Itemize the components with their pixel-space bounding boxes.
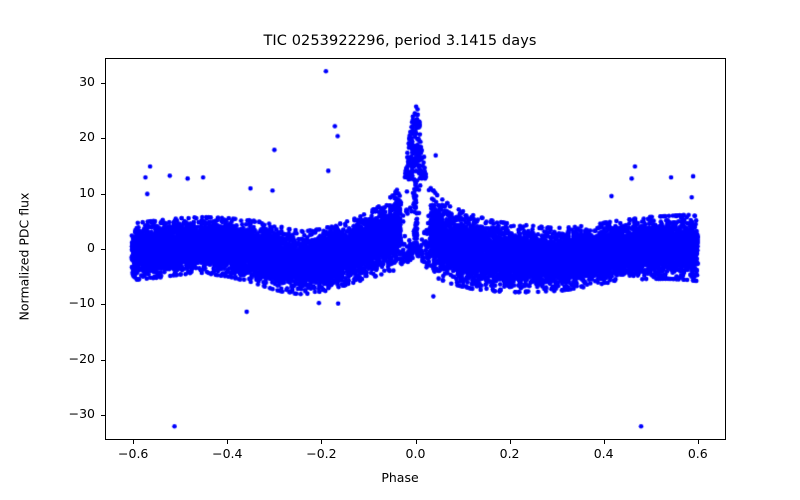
y-tick-mark [101, 193, 105, 195]
x-tick-mark [603, 440, 605, 444]
y-tick-mark [101, 82, 105, 84]
y-tick-label: 30 [79, 73, 95, 89]
y-tick-label: −20 [68, 350, 95, 366]
y-tick-mark [101, 138, 105, 140]
y-tick-label: 20 [79, 129, 95, 145]
x-tick-mark [697, 440, 699, 444]
plot-axes-area [105, 58, 726, 440]
x-tick-mark [133, 440, 135, 444]
y-tick-label: 10 [79, 184, 95, 200]
x-tick-mark [509, 440, 511, 444]
y-tick-label: −10 [68, 295, 95, 311]
y-tick-mark [101, 304, 105, 306]
y-tick-label: 0 [87, 240, 95, 255]
y-tick-mark [101, 249, 105, 250]
y-tick-label: −30 [68, 406, 95, 422]
x-tick-label: 0.2 [499, 446, 520, 461]
x-tick-label: −0.4 [212, 446, 243, 461]
scatter-plot-canvas [106, 59, 725, 439]
x-tick-mark [227, 440, 229, 444]
y-tick-mark [101, 415, 105, 417]
x-axis-label: Phase [381, 470, 419, 485]
x-tick-label: 0.6 [687, 446, 708, 461]
chart-title: TIC 0253922296, period 3.1415 days [263, 33, 537, 49]
x-tick-mark [415, 440, 417, 444]
x-tick-label: 0.4 [593, 446, 614, 461]
y-tick-mark [101, 359, 105, 361]
y-axis-label: Normalized PDC flux [16, 192, 32, 321]
x-tick-label: −0.2 [306, 446, 337, 461]
x-tick-label: 0.0 [405, 446, 426, 461]
x-tick-label: −0.6 [118, 446, 149, 461]
x-tick-mark [321, 440, 323, 444]
